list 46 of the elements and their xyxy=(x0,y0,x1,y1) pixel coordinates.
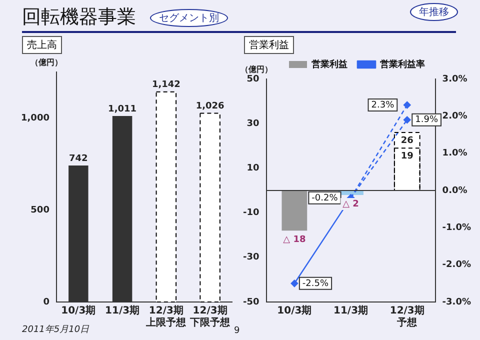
chart-title: 営業利益 xyxy=(244,36,294,54)
chart-title: 売上高 xyxy=(22,36,62,54)
data-label: 1,026 xyxy=(196,102,224,112)
data-label: 1,011 xyxy=(108,104,137,114)
y2-tick-label: 0.0% xyxy=(442,186,468,196)
data-label: -2.5% xyxy=(302,278,329,289)
y-tick-label: 1,000 xyxy=(21,113,50,124)
y2-tick-label: 1.0% xyxy=(442,148,468,159)
data-label: 1.9% xyxy=(415,115,438,126)
y-tick-label: 10 xyxy=(246,164,260,174)
data-label: 26 xyxy=(400,136,414,146)
x-tick-label: 12/3期上限予想 xyxy=(145,304,188,329)
legend-label: 営業利益率 xyxy=(380,58,425,70)
text: 9 xyxy=(234,326,240,336)
y2-tick-label: -1.0% xyxy=(442,223,472,234)
x-tick-label: 12/3期下限予想 xyxy=(189,304,232,329)
legend-label: 営業利益 xyxy=(312,58,348,70)
x-tick-label: 10/3期 xyxy=(277,304,312,317)
y-tick-label: 0 xyxy=(43,297,50,308)
y-tick-label: 500 xyxy=(30,205,50,216)
annotation: △ 18 xyxy=(283,234,306,245)
y-axis-title: （億円） xyxy=(30,58,62,68)
data-label: -0.2% xyxy=(312,193,338,204)
y-axis-title: （億円） xyxy=(240,65,272,74)
text: 2011年5月10日 xyxy=(22,324,90,336)
y2-tick-label: -3.0% xyxy=(442,297,472,308)
data-label: 19 xyxy=(400,151,414,162)
y2-tick-label: 2.0% xyxy=(442,112,468,122)
x-tick-label: 12/3期予想 xyxy=(390,304,424,329)
text: セグメント別 xyxy=(150,9,228,27)
y-tick-label: 30 xyxy=(246,118,260,129)
x-tick-label: 10/3期 xyxy=(61,304,96,317)
y2-tick-label: 3.0% xyxy=(442,74,468,84)
x-tick-label: 11/3期 xyxy=(334,304,368,317)
text: 回転機器事業 xyxy=(22,5,136,30)
data-label: 2.3% xyxy=(371,100,395,110)
data-label: 742 xyxy=(69,154,88,164)
y-tick-label: -30 xyxy=(242,252,260,263)
text: 年推移 xyxy=(410,3,458,21)
data-label: 1,142 xyxy=(152,80,180,90)
annotation: △ 2 xyxy=(342,199,359,210)
y2-tick-label: -2.0% xyxy=(442,260,472,270)
y-tick-label: 50 xyxy=(246,74,260,84)
x-tick-label: 11/3期 xyxy=(105,304,140,317)
y-tick-label: -50 xyxy=(242,297,260,308)
y-tick-label: -10 xyxy=(242,208,260,218)
